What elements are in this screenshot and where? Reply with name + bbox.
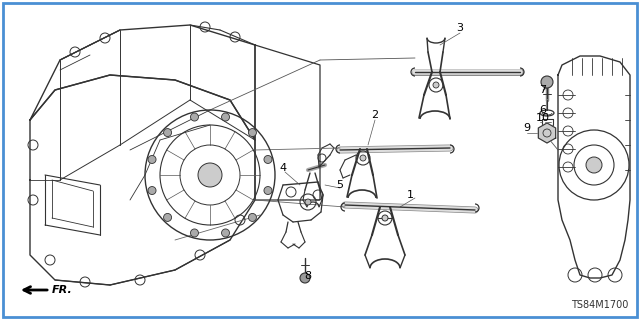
Text: 7: 7 bbox=[540, 85, 547, 95]
Circle shape bbox=[360, 155, 366, 161]
Text: 2: 2 bbox=[371, 110, 379, 120]
Text: 4: 4 bbox=[280, 163, 287, 173]
Text: 6: 6 bbox=[540, 105, 547, 115]
Circle shape bbox=[305, 199, 311, 205]
Text: 10: 10 bbox=[536, 113, 550, 123]
Polygon shape bbox=[538, 123, 556, 143]
Circle shape bbox=[148, 156, 156, 164]
Circle shape bbox=[198, 163, 222, 187]
Text: 8: 8 bbox=[305, 271, 312, 281]
Circle shape bbox=[191, 113, 198, 121]
Circle shape bbox=[300, 273, 310, 283]
Text: 3: 3 bbox=[456, 23, 463, 33]
Text: FR.: FR. bbox=[52, 285, 73, 295]
Text: 5: 5 bbox=[337, 180, 344, 190]
Circle shape bbox=[221, 229, 230, 237]
Circle shape bbox=[221, 113, 230, 121]
Circle shape bbox=[433, 82, 439, 88]
Circle shape bbox=[148, 187, 156, 195]
Circle shape bbox=[164, 213, 172, 221]
Circle shape bbox=[586, 157, 602, 173]
Text: 1: 1 bbox=[406, 190, 413, 200]
Circle shape bbox=[248, 213, 257, 221]
Circle shape bbox=[541, 76, 553, 88]
Circle shape bbox=[264, 156, 272, 164]
Circle shape bbox=[248, 129, 257, 137]
Circle shape bbox=[382, 215, 388, 221]
Text: TS84M1700: TS84M1700 bbox=[571, 300, 628, 310]
Text: 9: 9 bbox=[524, 123, 531, 133]
Circle shape bbox=[264, 187, 272, 195]
Circle shape bbox=[164, 129, 172, 137]
Circle shape bbox=[191, 229, 198, 237]
